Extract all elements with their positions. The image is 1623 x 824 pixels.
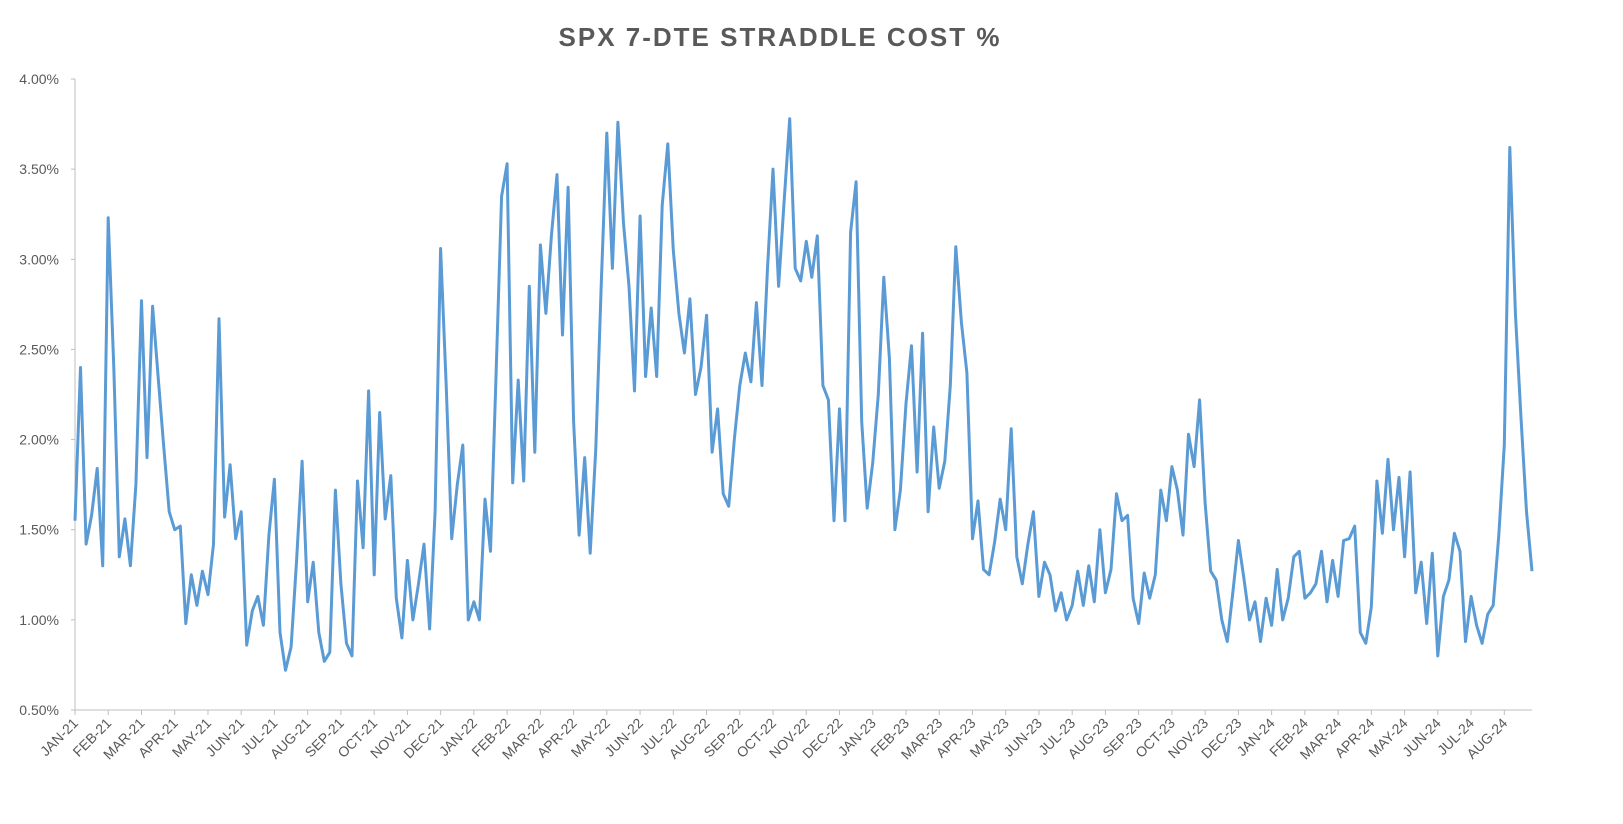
y-tick-label: 0.50%: [19, 702, 59, 718]
y-tick-label: 1.00%: [19, 612, 59, 628]
series-line: [73, 117, 1534, 672]
y-tick-label: 3.50%: [19, 161, 59, 177]
y-tick-label: 4.00%: [19, 71, 59, 87]
chart-title: SPX 7-DTE STRADDLE COST %: [559, 22, 1002, 52]
y-tick-label: 2.50%: [19, 341, 59, 357]
y-tick-label: 3.00%: [19, 251, 59, 267]
y-tick-label: 2.00%: [19, 432, 59, 448]
y-tick-label: 1.50%: [19, 522, 59, 538]
